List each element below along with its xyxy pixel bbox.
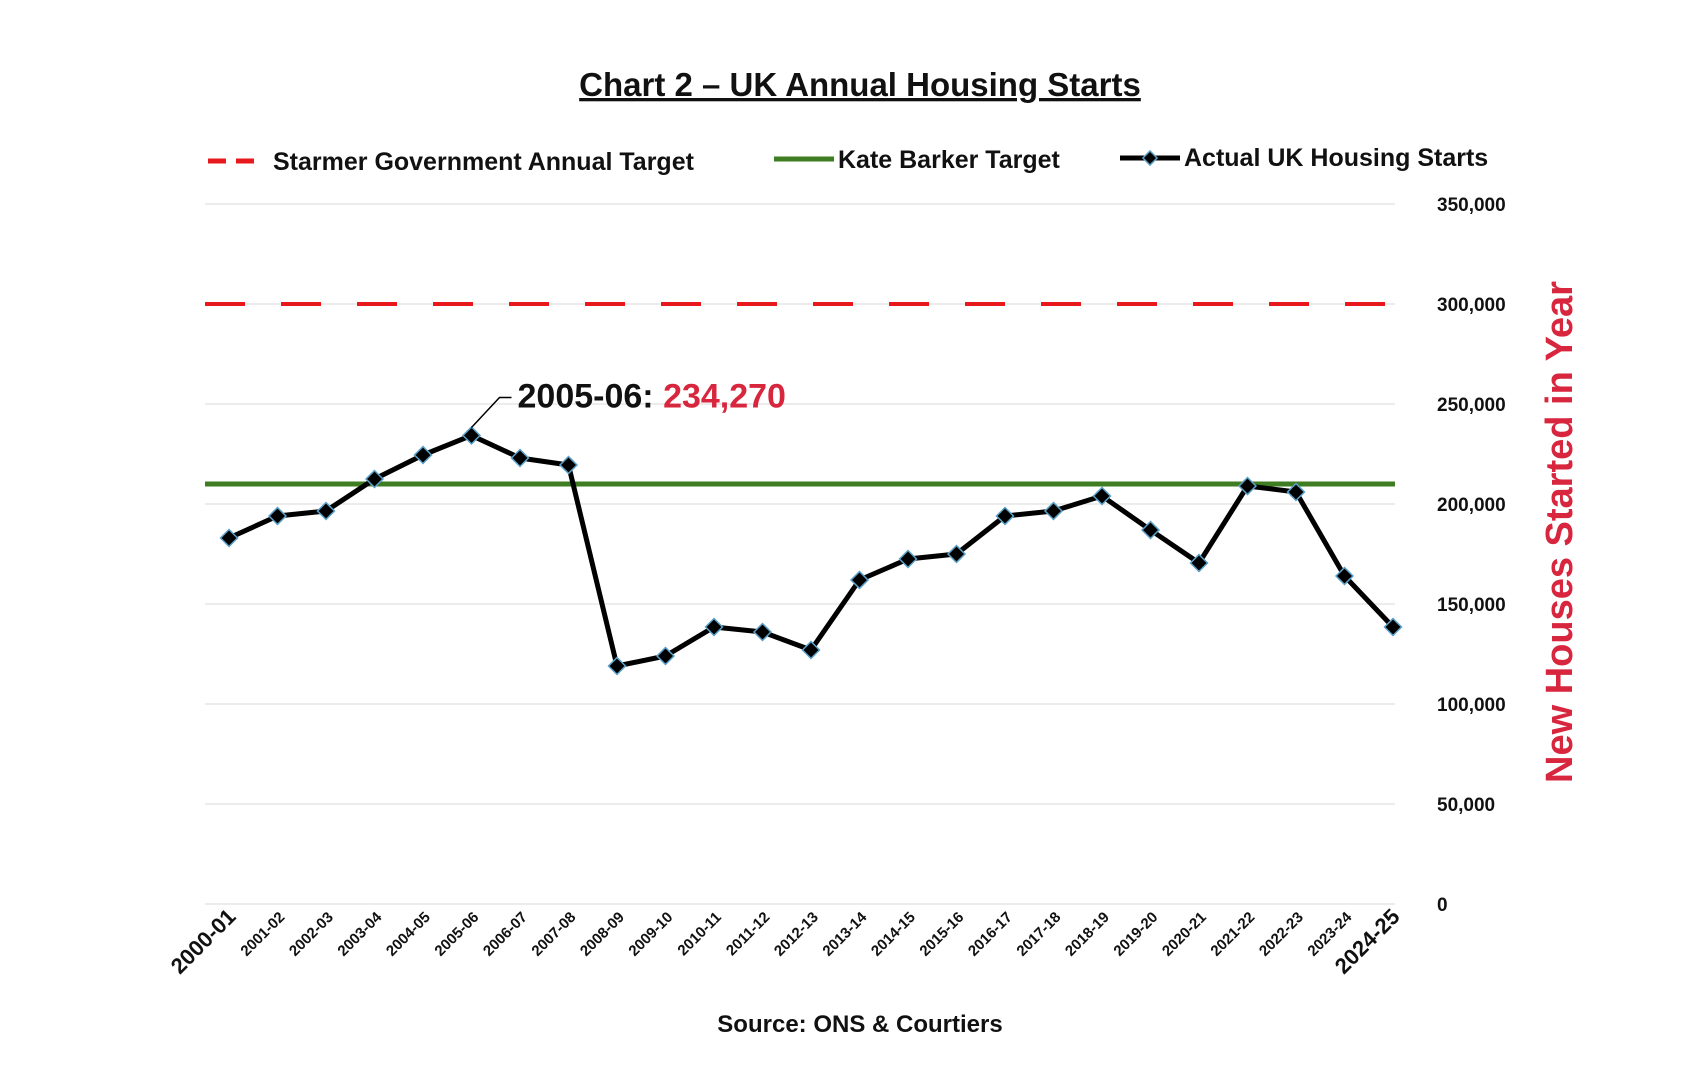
x-tick-label: 2021-22	[1207, 909, 1258, 960]
y-tick-label: 0	[1437, 895, 1448, 916]
data-point	[946, 544, 967, 564]
x-tick-label: 2019-20	[1110, 909, 1161, 960]
data-point	[558, 455, 579, 475]
data-point	[413, 445, 433, 465]
legend: Starmer Government Annual Target Kate Ba…	[208, 144, 1488, 176]
x-tick-label: 2004-05	[383, 909, 434, 960]
data-point	[995, 506, 1015, 526]
annotation-text: 2005-06: 234,270	[518, 377, 786, 415]
data-point	[316, 501, 336, 521]
data-point	[898, 549, 918, 569]
y-tick-label: 50,000	[1437, 795, 1495, 816]
data-point	[510, 448, 530, 468]
legend-label-barker-target: Kate Barker Target	[838, 146, 1061, 174]
x-tick-label: 2007-08	[528, 909, 579, 960]
x-axis-ticks: 2000-012001-022002-032003-042004-052005-…	[166, 904, 1405, 979]
y-tick-label: 250,000	[1437, 395, 1506, 416]
data-point	[461, 425, 482, 446]
x-tick-label: 2015-16	[916, 909, 967, 960]
data-point	[752, 622, 773, 642]
annotation-label: 2005-06:	[518, 377, 654, 415]
annotation-value: 234,270	[663, 377, 786, 415]
annotation: 2005-06: 234,270	[470, 377, 786, 428]
legend-marker-actual-starts	[1141, 149, 1159, 167]
data-point	[801, 640, 821, 660]
x-tick-label: 2001-02	[237, 909, 288, 960]
x-tick-label: 2008-09	[577, 909, 628, 960]
data-point	[1189, 553, 1209, 573]
x-tick-label: 2012-13	[771, 909, 822, 960]
y-tick-label: 300,000	[1437, 295, 1506, 316]
x-tick-label: 2006-07	[480, 909, 531, 960]
x-tick-label: 2011-12	[723, 909, 773, 959]
data-point	[1140, 520, 1161, 540]
y-tick-label: 100,000	[1437, 695, 1506, 716]
series-layer	[205, 302, 1403, 676]
x-tick-label: 2003-04	[334, 908, 385, 959]
y-tick-label: 200,000	[1437, 495, 1506, 516]
y-tick-label: 150,000	[1437, 595, 1506, 616]
x-tick-label: 2022-23	[1256, 909, 1307, 960]
data-point	[1043, 501, 1064, 521]
data-point	[655, 646, 676, 666]
data-point	[1334, 566, 1355, 586]
data-point	[1092, 486, 1112, 506]
x-tick-label: 2013-14	[819, 908, 870, 959]
data-point	[607, 656, 627, 676]
data-point	[1237, 476, 1258, 496]
data-point	[849, 570, 870, 590]
data-point	[704, 617, 724, 637]
series-line-2	[227, 432, 1395, 669]
x-tick-label: 2010-11	[674, 909, 724, 959]
data-point	[219, 528, 239, 548]
x-tick-label: 2000-01	[166, 904, 241, 979]
x-tick-label: 2017-18	[1013, 909, 1064, 960]
source-note: Source: ONS & Courtiers	[717, 1011, 1002, 1038]
x-tick-label: 2016-17	[965, 909, 1016, 960]
legend-label-starmer-target: Starmer Government Annual Target	[273, 148, 695, 176]
x-tick-label: 2018-19	[1062, 909, 1113, 960]
y-axis-ticks: 0 50,000 100,000 150,000 200,000 250,000 300,0…	[1437, 195, 1506, 916]
x-tick-label: 2005-06	[431, 909, 482, 960]
gridlines	[205, 203, 1395, 905]
x-tick-label: 2020-21	[1159, 909, 1210, 960]
x-tick-label: 2014-15	[868, 909, 919, 960]
annotation-leader	[470, 396, 512, 428]
chart-title: Chart 2 – UK Annual Housing Starts	[579, 66, 1141, 103]
legend-label-actual-starts: Actual UK Housing Starts	[1184, 144, 1488, 172]
data-point	[364, 469, 385, 489]
y-tick-label: 350,000	[1437, 195, 1506, 216]
data-point	[267, 506, 288, 526]
x-tick-label: 2002-03	[286, 909, 337, 960]
data-point	[1383, 617, 1403, 637]
x-tick-label: 2009-10	[625, 909, 676, 960]
data-point	[1286, 482, 1306, 502]
y-axis-label: New Houses Started in Year	[1539, 281, 1581, 783]
